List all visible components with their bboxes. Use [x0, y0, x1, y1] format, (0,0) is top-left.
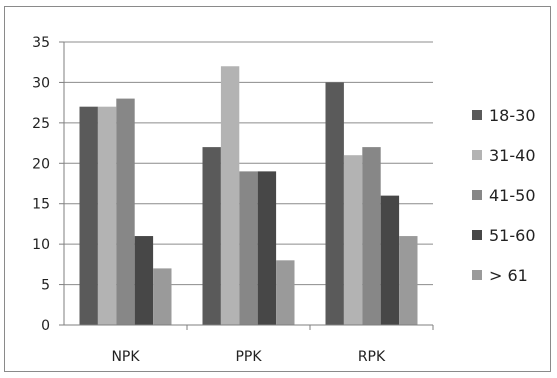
bar-ppk-61: [276, 260, 295, 325]
legend: 18-30 31-40 41-50 51-60 > 61: [472, 106, 536, 285]
legend-label: > 61: [489, 266, 528, 285]
x-tick-label: RPK: [358, 349, 386, 365]
bar-npk-3140: [97, 106, 117, 325]
legend-swatch: [472, 230, 482, 240]
bar-rpk-61: [399, 236, 418, 325]
y-tick-label: 25: [32, 116, 50, 132]
bar-rpk-1830: [325, 82, 344, 325]
bar-rpk-4150: [362, 147, 381, 325]
legend-label: 51-60: [489, 226, 536, 245]
bar-ppk-5160: [257, 171, 277, 325]
x-tick-label: PPK: [235, 349, 262, 365]
legend-swatch: [472, 270, 482, 280]
x-tick-label: NPK: [111, 349, 140, 365]
bars: [79, 66, 418, 325]
y-tick-label: 10: [32, 237, 50, 253]
legend-label: 41-50: [489, 186, 536, 205]
bar-rpk-5160: [380, 195, 400, 325]
y-tick-label: 15: [32, 197, 50, 213]
bar-npk-1830: [79, 106, 98, 325]
y-tick-label: 35: [32, 35, 50, 51]
y-tick-label: 20: [32, 156, 50, 172]
bar-ppk-1830: [202, 147, 221, 325]
y-tick-label: 5: [41, 278, 50, 294]
bar-rpk-3140: [343, 155, 363, 325]
axes: [59, 41, 434, 330]
y-tick-label: 30: [32, 75, 50, 91]
legend-label: 18-30: [489, 106, 536, 125]
x-tick-labels: NPK PPK RPK: [111, 349, 386, 365]
legend-swatch: [472, 150, 482, 160]
bar-ppk-3140: [220, 66, 240, 325]
y-tick-label: 0: [41, 318, 50, 334]
bar-npk-61: [153, 268, 172, 325]
legend-swatch: [472, 110, 482, 120]
bar-npk-4150: [116, 98, 135, 325]
y-tick-labels: 0 5 10 15 20 25 30 35: [32, 35, 50, 334]
bar-npk-5160: [134, 236, 154, 325]
bar-ppk-4150: [239, 171, 258, 325]
legend-label: 31-40: [489, 146, 536, 165]
legend-swatch: [472, 190, 482, 200]
